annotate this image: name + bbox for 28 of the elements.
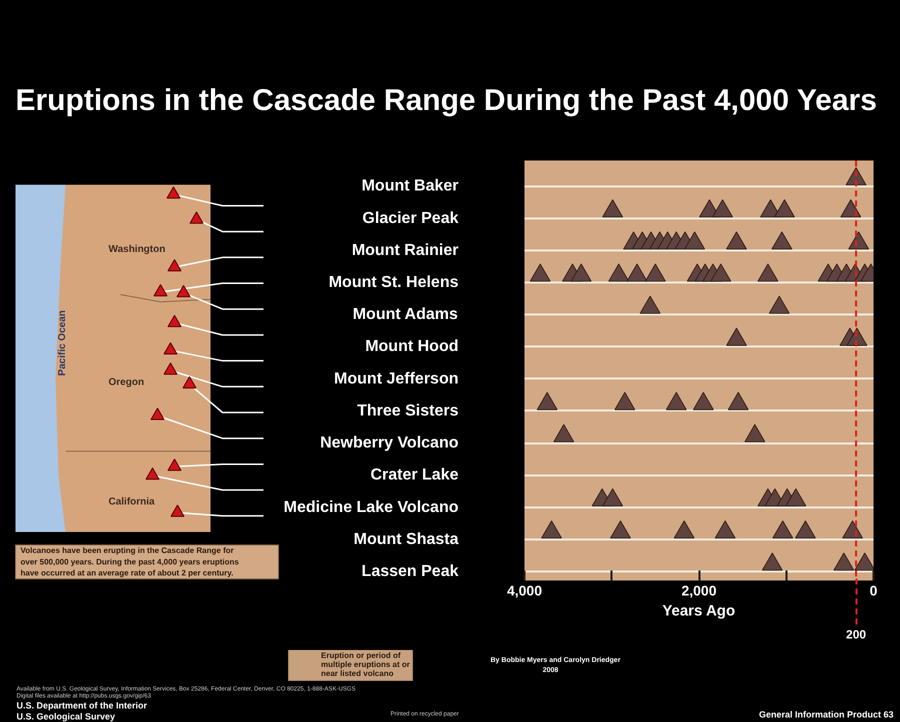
text: California — [108, 496, 156, 508]
text: Volcanoes have been erupting in the Cascade Range for over 500,000 years. During the past 4,000 years eruptions have occurred at an average rate of about 2 per century. — [20, 546, 240, 578]
text: U.S. Geological Survey — [16, 712, 116, 722]
ref-line-label: 200 — [846, 628, 866, 642]
text: General Information Product 63 — [758, 710, 894, 720]
y-tick-label: Mount Hood — [365, 338, 458, 356]
y-tick-label: Mount Jefferson — [334, 370, 459, 388]
y-tick-label: Glacier Peak — [362, 210, 459, 227]
chart-title: Eruptions in the Cascade Range During the Past 4,000 Years — [16, 84, 877, 117]
y-tick-label: Mount St. Helens — [328, 274, 459, 292]
y-tick-label: Mount Adams — [352, 306, 458, 324]
y-tick-label: Mount Baker — [362, 178, 459, 195]
y-tick-label: Crater Lake — [370, 466, 459, 484]
x-tick-label: 2,000 — [681, 582, 717, 598]
text: Oregon — [108, 377, 144, 388]
text: Pacific Ocean — [57, 310, 68, 376]
text: Washington — [108, 244, 166, 255]
y-tick-label: Mount Rainier — [352, 242, 459, 259]
y-tick-label: Newberry Volcano — [320, 434, 459, 452]
text: U.S. Department of the Interior — [16, 700, 148, 710]
y-tick-label: Lassen Peak — [362, 563, 459, 580]
y-tick-label: Mount Shasta — [354, 530, 459, 548]
x-tick-label: 0 — [870, 582, 878, 598]
y-tick-label: Three Sisters — [357, 402, 459, 420]
text: Eruption or period of multiple eruptions at or near listed volcano — [321, 651, 410, 678]
y-tick-label: Medicine Lake Volcano — [284, 498, 459, 516]
x-axis-title: Years Ago — [662, 602, 736, 620]
x-tick-label: 4,000 — [506, 582, 542, 598]
